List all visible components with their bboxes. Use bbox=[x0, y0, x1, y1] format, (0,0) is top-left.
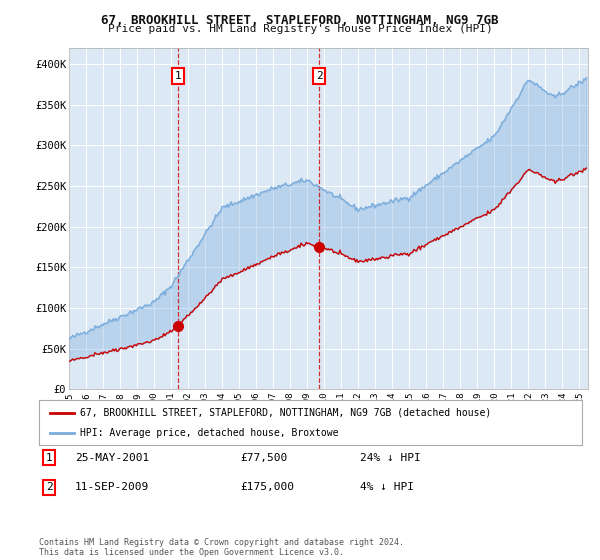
Text: 11-SEP-2009: 11-SEP-2009 bbox=[75, 482, 149, 492]
Text: 1: 1 bbox=[175, 71, 181, 81]
Text: Contains HM Land Registry data © Crown copyright and database right 2024.
This d: Contains HM Land Registry data © Crown c… bbox=[39, 538, 404, 557]
Text: 67, BROOKHILL STREET, STAPLEFORD, NOTTINGHAM, NG9 7GB (detached house): 67, BROOKHILL STREET, STAPLEFORD, NOTTIN… bbox=[80, 408, 491, 418]
Text: 1: 1 bbox=[46, 452, 53, 463]
Text: 2: 2 bbox=[316, 71, 323, 81]
Text: HPI: Average price, detached house, Broxtowe: HPI: Average price, detached house, Brox… bbox=[80, 428, 338, 438]
Text: £175,000: £175,000 bbox=[240, 482, 294, 492]
Text: 24% ↓ HPI: 24% ↓ HPI bbox=[360, 452, 421, 463]
Text: 67, BROOKHILL STREET, STAPLEFORD, NOTTINGHAM, NG9 7GB: 67, BROOKHILL STREET, STAPLEFORD, NOTTIN… bbox=[101, 14, 499, 27]
Text: Price paid vs. HM Land Registry's House Price Index (HPI): Price paid vs. HM Land Registry's House … bbox=[107, 24, 493, 34]
Text: 4% ↓ HPI: 4% ↓ HPI bbox=[360, 482, 414, 492]
Text: 2: 2 bbox=[46, 482, 53, 492]
Text: £77,500: £77,500 bbox=[240, 452, 287, 463]
Text: 25-MAY-2001: 25-MAY-2001 bbox=[75, 452, 149, 463]
